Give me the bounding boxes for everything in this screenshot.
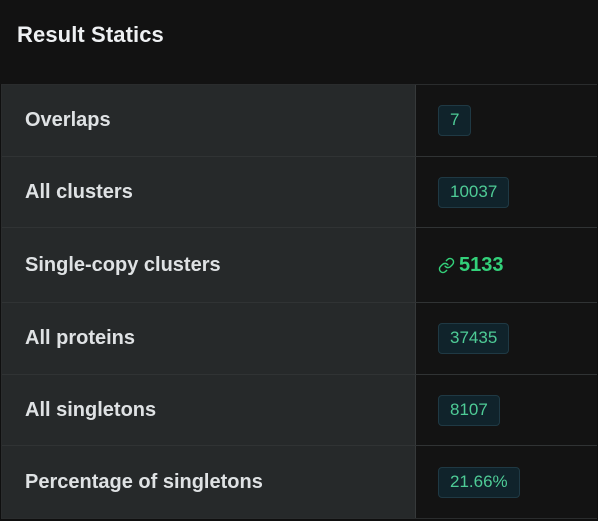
row-label: Percentage of singletons bbox=[2, 446, 416, 518]
row-value-cell: 7 bbox=[416, 85, 597, 156]
row-label: Overlaps bbox=[2, 85, 416, 156]
value-badge: 7 bbox=[438, 105, 472, 136]
link-value-text[interactable]: 5133 bbox=[459, 253, 504, 276]
table-row-all-clusters: All clusters 10037 bbox=[2, 157, 597, 228]
statistics-table: Overlaps 7 All clusters 10037 Single-cop… bbox=[1, 84, 597, 519]
card-header: Result Statics bbox=[0, 0, 598, 84]
row-value-cell: 5133 bbox=[416, 228, 597, 302]
value-badge: 21.66% bbox=[438, 466, 520, 498]
table-row-percentage-of-singletons: Percentage of singletons 21.66% bbox=[2, 446, 597, 518]
value-badge: 10037 bbox=[438, 176, 510, 208]
table-row-overlaps: Overlaps 7 bbox=[2, 85, 597, 157]
row-value-cell: 37435 bbox=[416, 303, 597, 374]
row-label: All proteins bbox=[2, 303, 416, 374]
row-value-cell: 8107 bbox=[416, 375, 597, 445]
page-title: Result Statics bbox=[17, 22, 164, 47]
table-row-single-copy-clusters: Single-copy clusters 5133 bbox=[2, 228, 597, 303]
row-label: Single-copy clusters bbox=[2, 228, 416, 302]
value-badge: 8107 bbox=[438, 394, 500, 426]
row-value-cell: 10037 bbox=[416, 157, 597, 227]
row-label: All singletons bbox=[2, 375, 416, 445]
table-row-all-singletons: All singletons 8107 bbox=[2, 375, 597, 446]
row-label: All clusters bbox=[2, 157, 416, 227]
link-icon bbox=[438, 257, 455, 273]
single-copy-clusters-link[interactable]: 5133 bbox=[438, 254, 504, 277]
row-value-cell: 21.66% bbox=[416, 446, 597, 518]
table-row-all-proteins: All proteins 37435 bbox=[2, 303, 597, 375]
value-badge: 37435 bbox=[438, 323, 510, 354]
